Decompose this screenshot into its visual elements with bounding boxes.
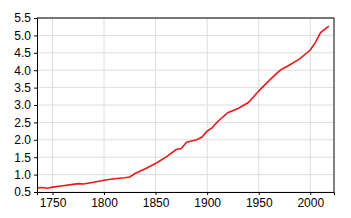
y-tick-label: 3.0: [14, 98, 31, 112]
x-tick-label: 1800: [91, 196, 118, 210]
y-tick-mark: [34, 105, 37, 106]
y-tick-mark: [34, 53, 37, 54]
grid-line-y: [37, 18, 334, 19]
y-axis: 0.5 1.0 1.5 2.0 2.5 3.0 3.5 4.0 4.5 5.0 5.5: [14, 11, 37, 199]
y-tick: 5.5: [14, 11, 37, 25]
y-tick: 3.0: [14, 98, 37, 112]
frame-right: [334, 18, 335, 192]
x-tick: 1850: [143, 192, 170, 210]
x-axis: 1750 1800 1850 1900 1950 2000: [38, 192, 335, 210]
grid-line-y: [37, 52, 334, 53]
y-tick-mark: [34, 175, 37, 176]
y-tick-mark: [34, 192, 37, 193]
frame-top: [37, 18, 334, 19]
plot-area: 1750 1800 1850 1900 1950 2000 0.5 1.0 1.5 2.0 2.5 3…: [14, 11, 334, 209]
grid-line-y: [37, 139, 334, 140]
grid-line-y: [37, 35, 334, 36]
x-tick-label: 2000: [297, 196, 324, 210]
y-tick-label: 1.0: [14, 168, 31, 182]
y-tick-label: 3.5: [14, 81, 31, 95]
y-tick: 0.5: [14, 185, 37, 199]
y-tick: 4.5: [14, 46, 37, 60]
grid: [37, 18, 334, 192]
x-tick-label: 1750: [40, 196, 67, 210]
y-tick: 5.0: [14, 29, 37, 43]
y-axis-line: [34, 19, 38, 193]
x-tick-label: 1950: [246, 196, 273, 210]
y-tick: 2.0: [14, 133, 37, 147]
y-tick-mark: [34, 157, 37, 158]
x-tick-label: 1900: [194, 196, 221, 210]
grid-line-y: [37, 174, 334, 175]
y-tick-mark: [34, 122, 37, 123]
x-tick-label: 1850: [143, 196, 170, 210]
y-tick-label: 2.5: [14, 116, 31, 130]
y-tick-mark: [34, 88, 37, 89]
y-tick-label: 2.0: [14, 133, 31, 147]
grid-line-y: [37, 122, 334, 123]
data-line: [37, 26, 329, 188]
chart: 1750 1800 1850 1900 1950 2000 0.5 1.0 1.5 2.0 2.5 3…: [0, 0, 351, 218]
y-tick: 2.5: [14, 116, 37, 130]
x-axis-line: [38, 193, 335, 196]
y-tick-label: 4.0: [14, 64, 31, 78]
y-tick-label: 1.5: [14, 151, 31, 165]
y-tick-mark: [34, 18, 37, 19]
x-tick: 1800: [91, 192, 118, 210]
y-tick: 1.5: [14, 151, 37, 165]
series-group: [37, 26, 329, 188]
y-tick: 1.0: [14, 168, 37, 182]
x-tick: 1950: [246, 192, 273, 210]
y-tick-label: 4.5: [14, 46, 31, 60]
y-tick-label: 5.0: [14, 29, 31, 43]
y-tick-label: 5.5: [14, 11, 31, 25]
grid-line-y: [37, 105, 334, 106]
grid-line-y: [37, 87, 334, 88]
y-tick-mark: [34, 140, 37, 141]
y-tick-mark: [34, 35, 37, 36]
grid-line-y: [37, 70, 334, 71]
y-tick: 4.0: [14, 64, 37, 78]
y-tick-mark: [34, 70, 37, 71]
grid-line-y: [37, 157, 334, 158]
y-tick-label: 0.5: [14, 185, 31, 199]
x-tick: 1750: [40, 192, 67, 210]
x-tick: 2000: [297, 192, 324, 210]
y-tick: 3.5: [14, 81, 37, 95]
x-tick: 1900: [194, 192, 221, 210]
